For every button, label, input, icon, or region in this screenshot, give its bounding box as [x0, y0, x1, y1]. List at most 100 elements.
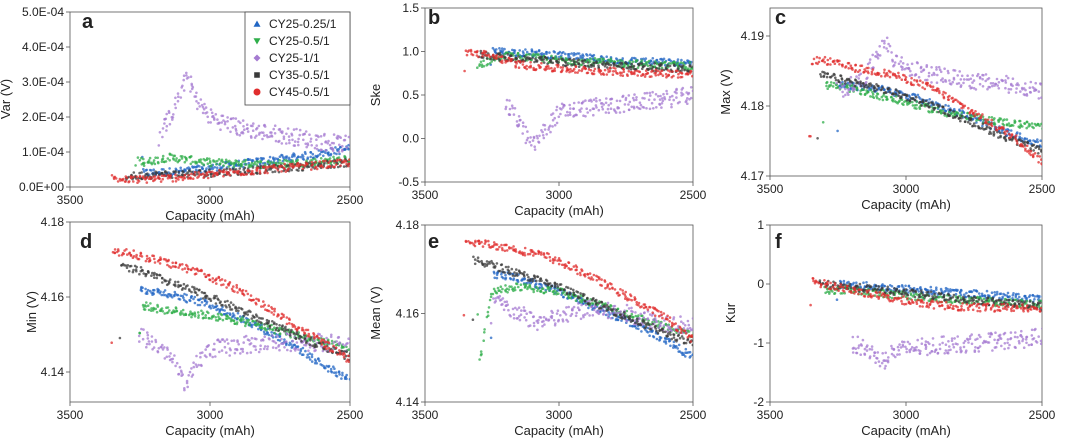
data-point: [944, 80, 948, 83]
data-point: [604, 101, 608, 105]
data-point: [513, 286, 517, 289]
data-point: [605, 97, 608, 100]
data-point: [847, 61, 851, 65]
data-point: [216, 118, 219, 121]
data-point: [651, 57, 655, 60]
data-point: [327, 151, 330, 154]
data-point: [569, 67, 572, 71]
data-point: [885, 95, 889, 99]
data-point: [505, 287, 509, 291]
data-point: [305, 340, 308, 344]
data-point: [200, 103, 204, 107]
data-point: [167, 111, 171, 114]
data-point: [1007, 87, 1011, 91]
data-point: [1032, 126, 1035, 130]
data-point: [334, 163, 338, 166]
data-point: [190, 82, 193, 86]
data-point: [250, 161, 254, 165]
data-point: [588, 60, 592, 63]
data-point: [590, 100, 593, 103]
panels-group: 3500 3000 25000.0E+001.0E-042.0E-043.0E-04…: [0, 1, 1056, 438]
data-point: [347, 360, 350, 363]
y-tick-label: 1.0: [402, 45, 419, 59]
data-point: [251, 169, 254, 173]
data-point: [566, 63, 569, 67]
data-point: [656, 94, 660, 98]
data-point: [994, 82, 998, 86]
data-point: [670, 103, 673, 106]
data-point: [1004, 139, 1008, 143]
data-point: [524, 141, 528, 145]
data-point: [217, 276, 221, 280]
data-point: [218, 301, 222, 305]
data-point: [195, 100, 198, 103]
data-point: [675, 88, 678, 92]
data-point: [254, 127, 258, 131]
data-point: [637, 327, 640, 331]
data-point: [160, 160, 164, 163]
data-point: [227, 303, 231, 307]
data-point: [1002, 127, 1005, 131]
data-point: [297, 326, 300, 329]
data-point: [347, 337, 350, 341]
data-point: [891, 99, 895, 103]
data-point: [539, 290, 543, 293]
data-point: [208, 278, 212, 282]
data-point: [1036, 154, 1039, 158]
data-point: [315, 147, 319, 151]
data-point: [232, 339, 236, 342]
data-point: [254, 337, 258, 341]
data-point: [522, 51, 525, 55]
data-point: [201, 105, 205, 109]
data-point: [469, 50, 473, 53]
data-point: [278, 159, 282, 162]
data-point: [984, 73, 988, 76]
data-point: [309, 137, 313, 141]
data-point: [248, 339, 251, 342]
data-point: [217, 315, 220, 319]
data-point: [639, 103, 643, 107]
data-point: [515, 308, 519, 311]
data-point: [1037, 97, 1041, 100]
data-point: [692, 353, 693, 356]
data-point: [250, 136, 253, 139]
data-point: [132, 180, 135, 183]
data-point: [603, 65, 607, 68]
data-point: [250, 299, 253, 302]
data-point: [901, 93, 905, 97]
data-point: [947, 110, 951, 114]
data-point: [953, 98, 957, 101]
data-point: [147, 308, 151, 312]
data-point: [255, 169, 259, 172]
data-point: [651, 62, 654, 65]
data-point: [135, 253, 138, 257]
data-point: [191, 312, 194, 316]
data-point: [217, 122, 221, 125]
data-point: [162, 174, 166, 178]
data-point: [142, 328, 145, 331]
data-point: [157, 175, 160, 178]
data-point: [1022, 145, 1025, 148]
data-point: [642, 106, 646, 109]
data-point: [148, 259, 152, 262]
data-point: [246, 169, 250, 173]
data-point: [932, 103, 935, 106]
data-point: [957, 117, 961, 120]
data-point: [166, 295, 169, 299]
data-point: [633, 70, 637, 73]
y-tick-label: 4.18: [396, 218, 420, 232]
data-point: [163, 357, 167, 360]
data-point: [147, 177, 151, 180]
data-point: [212, 314, 215, 318]
data-point: [252, 298, 255, 302]
data-point: [551, 112, 555, 115]
data-point: [194, 291, 198, 295]
y-axis-label: Mean (V): [368, 286, 383, 339]
data-point: [501, 49, 505, 53]
data-point: [506, 291, 509, 294]
data-point: [557, 292, 560, 296]
data-point: [580, 101, 584, 105]
y-tick-label: 4.14: [41, 365, 65, 379]
data-point: [240, 319, 243, 323]
data-point: [888, 75, 892, 79]
